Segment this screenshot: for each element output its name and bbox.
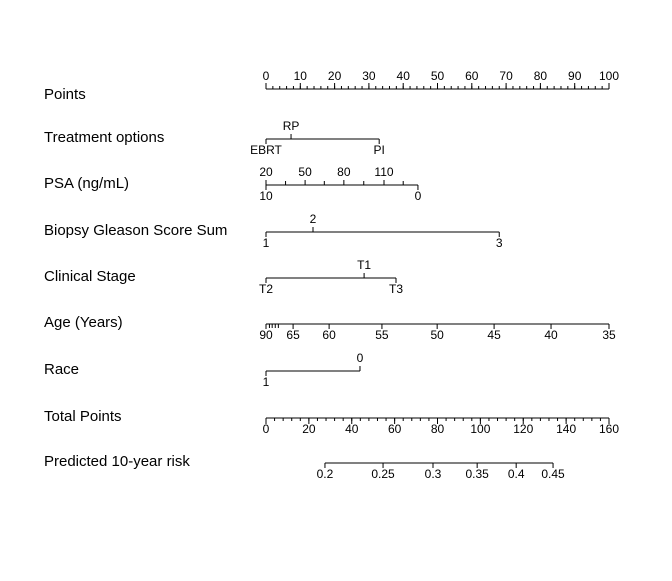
tick-label: 110 (374, 165, 393, 179)
tick-label: RP (283, 119, 300, 133)
tick-label: T3 (389, 282, 403, 296)
tick-label: T1 (357, 258, 371, 272)
row-label: Race (44, 361, 79, 378)
tick-label: 20 (302, 422, 316, 436)
tick-label: 0 (357, 351, 364, 365)
tick-label: 140 (556, 422, 576, 436)
tick-label: 0.2 (317, 467, 334, 481)
row-label: Points (44, 86, 86, 103)
tick-label: PI (374, 143, 385, 157)
tick-label: 0.3 (425, 467, 442, 481)
tick-label: 20 (259, 165, 273, 179)
tick-label: 1 (263, 236, 270, 250)
tick-label: 120 (513, 422, 533, 436)
tick-label: 20 (328, 69, 342, 83)
tick-label: 40 (544, 328, 558, 342)
tick-label: 30 (362, 69, 376, 83)
tick-label: 40 (345, 422, 359, 436)
row-label: Biopsy Gleason Score Sum (44, 222, 227, 239)
tick-label: 60 (465, 69, 479, 83)
tick-label: EBRT (250, 143, 282, 157)
tick-label: 0.35 (465, 467, 489, 481)
tick-label: 70 (499, 69, 513, 83)
tick-label: 2 (310, 212, 317, 226)
tick-label: 90 (568, 69, 582, 83)
tick-label: 0.4 (508, 467, 525, 481)
tick-label: 0.25 (371, 467, 395, 481)
row-label: PSA (ng/mL) (44, 175, 129, 192)
row-label: Treatment options (44, 129, 164, 146)
tick-label: 3 (496, 236, 503, 250)
row-label: Clinical Stage (44, 268, 136, 285)
tick-label: 0 (415, 189, 422, 203)
tick-label: 100 (470, 422, 490, 436)
row-label: Predicted 10-year risk (44, 453, 190, 470)
tick-label: 10 (294, 69, 308, 83)
tick-label: 100 (599, 69, 619, 83)
tick-label: 10 (259, 189, 273, 203)
tick-label: 1 (263, 375, 270, 389)
tick-label: 0 (263, 69, 270, 83)
tick-label: 160 (599, 422, 619, 436)
tick-label: 60 (388, 422, 402, 436)
tick-label: 0.45 (541, 467, 565, 481)
tick-label: 80 (431, 422, 445, 436)
tick-label: 35 (602, 328, 616, 342)
tick-label: 50 (431, 69, 445, 83)
tick-label: 80 (534, 69, 548, 83)
tick-label: 50 (430, 328, 444, 342)
tick-label: T2 (259, 282, 273, 296)
tick-label: 40 (397, 69, 411, 83)
tick-label: 50 (298, 165, 312, 179)
tick-label: 90 (259, 328, 273, 342)
tick-label: 45 (487, 328, 501, 342)
row-label: Total Points (44, 408, 122, 425)
tick-label: 55 (375, 328, 389, 342)
tick-label: 80 (337, 165, 351, 179)
tick-label: 60 (322, 328, 336, 342)
tick-label: 65 (286, 328, 300, 342)
row-label: Age (Years) (44, 314, 123, 331)
tick-label: 0 (263, 422, 270, 436)
